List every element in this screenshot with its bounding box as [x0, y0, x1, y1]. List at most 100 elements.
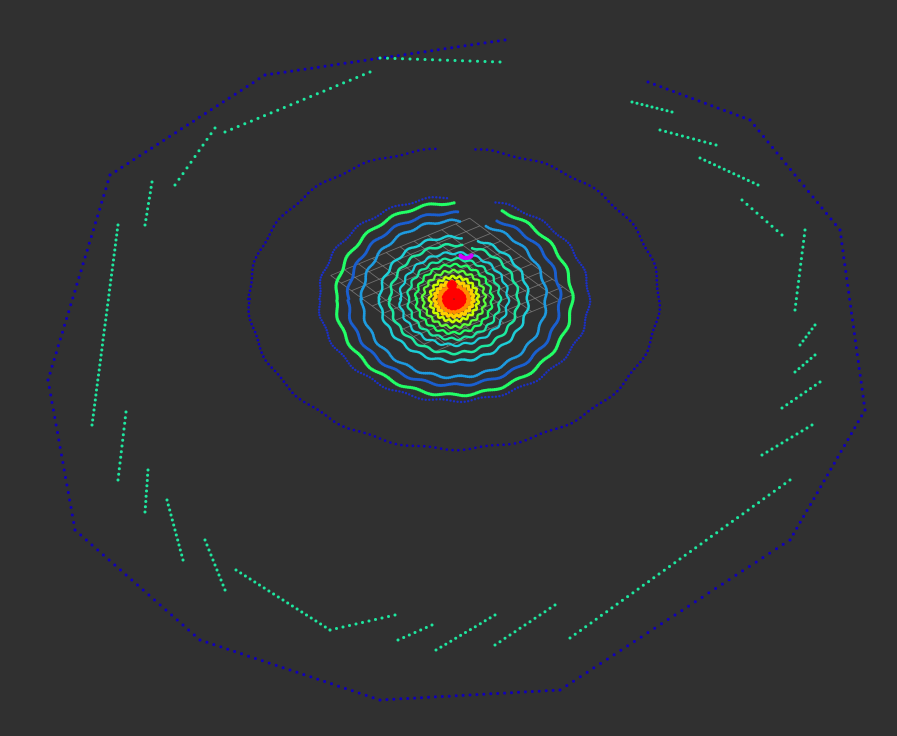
- wall-point: [148, 191, 152, 195]
- wall-point: [236, 125, 240, 128]
- ring-point: [374, 216, 377, 219]
- wall-point: [794, 297, 798, 301]
- wall-point: [716, 106, 720, 110]
- ring-point: [319, 279, 322, 282]
- wall-point: [217, 573, 221, 577]
- ring-point: [644, 353, 647, 357]
- ring-point: [513, 387, 517, 391]
- wall-point: [686, 136, 690, 139]
- robot-marker: [458, 253, 474, 260]
- ring-point: [460, 237, 463, 240]
- wall-point: [303, 67, 307, 71]
- wall-point: [807, 331, 811, 335]
- ring-point: [400, 443, 403, 447]
- wall-point: [790, 400, 793, 403]
- wall-point: [330, 682, 333, 686]
- wall-point: [132, 158, 136, 162]
- wall-point: [687, 604, 690, 608]
- ring-point: [559, 235, 562, 239]
- wall-point: [709, 534, 713, 538]
- wall-point: [146, 468, 150, 472]
- wall-point: [780, 441, 784, 445]
- wall-point: [772, 489, 776, 493]
- wall-point: [626, 595, 630, 599]
- ring-point: [434, 147, 437, 151]
- wall-point: [233, 92, 237, 96]
- wall-point: [122, 427, 126, 431]
- ring-point: [435, 196, 438, 199]
- wall-point: [363, 58, 367, 62]
- wall-point: [737, 174, 741, 178]
- ring-point: [362, 373, 366, 376]
- ring-point: [596, 189, 600, 193]
- ring-point: [655, 274, 658, 278]
- wall-point: [620, 598, 624, 602]
- wall-point: [192, 633, 196, 637]
- wall-point: [802, 184, 806, 188]
- wall-point: [424, 626, 428, 629]
- wall-point: [203, 112, 207, 115]
- wall-point: [114, 238, 118, 242]
- wall-point: [364, 693, 368, 697]
- ring-point: [365, 220, 368, 223]
- ring-point: [529, 436, 533, 440]
- wall-point: [489, 692, 493, 696]
- ring-point: [298, 397, 302, 401]
- wall-point: [309, 95, 313, 98]
- wall-point: [138, 154, 142, 158]
- ring-point: [540, 161, 544, 164]
- wall-point: [619, 648, 623, 652]
- ring-point: [317, 311, 321, 314]
- ring-point: [658, 304, 662, 307]
- wall-point: [176, 538, 180, 542]
- ring-point: [572, 343, 575, 346]
- ring-point: [421, 198, 424, 201]
- wall-point: [310, 66, 314, 70]
- ring-point: [344, 238, 347, 241]
- ring-point: [266, 237, 270, 240]
- ring-point: [253, 260, 256, 263]
- wall-point: [233, 650, 237, 653]
- wall-point: [756, 183, 760, 187]
- ring-point: [516, 386, 520, 389]
- ring-point: [484, 396, 487, 399]
- wall-point: [742, 176, 745, 180]
- ring-point: [467, 400, 470, 403]
- wall-point: [145, 479, 149, 482]
- ring-point: [566, 353, 569, 357]
- ring-point: [657, 312, 661, 316]
- wall-point: [141, 588, 145, 592]
- wall-point: [178, 548, 182, 552]
- ring-point: [642, 242, 645, 246]
- wall-point: [67, 310, 71, 314]
- wall-point: [798, 268, 802, 272]
- wall-point: [491, 60, 494, 64]
- wall-point: [146, 473, 150, 477]
- ring-point: [427, 298, 431, 302]
- ring-point: [378, 383, 382, 387]
- wall-point: [145, 484, 149, 488]
- ring-point: [522, 211, 526, 215]
- wall-point: [79, 533, 83, 537]
- ring-point: [276, 373, 280, 376]
- wall-point: [710, 104, 714, 108]
- ring-point: [445, 448, 449, 451]
- wall-point: [697, 139, 701, 142]
- wall-point: [209, 108, 213, 112]
- wall-point: [816, 201, 819, 204]
- wall-point: [227, 96, 231, 100]
- wall-point: [50, 401, 54, 404]
- ring-point: [365, 374, 369, 377]
- wall-point: [93, 403, 97, 407]
- wall-point: [323, 625, 327, 629]
- ring-point: [610, 203, 614, 207]
- wall-point: [356, 59, 360, 63]
- wall-point: [751, 181, 755, 185]
- wall-point: [98, 363, 102, 367]
- ring-point: [517, 208, 520, 211]
- wall-point: [762, 135, 765, 138]
- wall-point: [143, 505, 147, 509]
- wall-point: [73, 289, 77, 293]
